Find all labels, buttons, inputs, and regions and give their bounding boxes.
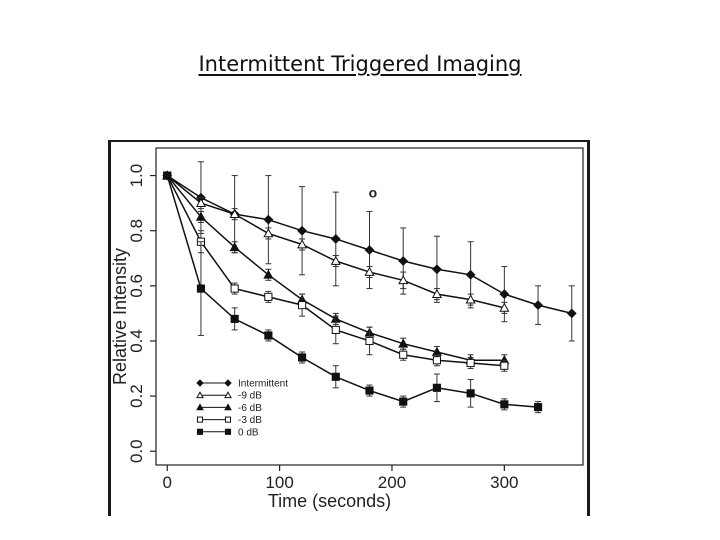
- y-tick-label: 0.6: [127, 274, 146, 298]
- data-point: [298, 301, 307, 310]
- data-point: [500, 361, 509, 370]
- data-point: [499, 289, 510, 300]
- data-point: [230, 284, 239, 293]
- data-point: [399, 350, 408, 359]
- data-point: [229, 242, 240, 252]
- figure-right-border: [587, 140, 590, 516]
- data-point: [230, 314, 239, 323]
- legend-marker: [196, 379, 204, 387]
- data-point: [263, 228, 274, 238]
- figure-left-border: [108, 140, 111, 516]
- legend-marker: [224, 379, 232, 387]
- legend-label: -6 dB: [238, 403, 262, 414]
- data-point: [263, 269, 274, 279]
- y-tick-label: 0.8: [127, 219, 146, 243]
- x-tick-label: 300: [490, 473, 518, 492]
- data-point: [195, 211, 206, 221]
- x-tick-label: 100: [265, 473, 293, 492]
- data-point: [365, 386, 374, 395]
- figure-top-border: [108, 140, 590, 142]
- legend-label: -9 dB: [238, 391, 262, 402]
- data-point: [432, 264, 442, 275]
- data-point: [330, 234, 341, 244]
- x-tick-label: 0: [163, 473, 172, 492]
- y-axis-label: Relative Intensity: [110, 248, 130, 385]
- data-point: [465, 294, 476, 304]
- data-point: [432, 356, 441, 365]
- data-point: [566, 308, 577, 319]
- legend-marker: [196, 403, 204, 411]
- y-tick-label: 1.0: [127, 164, 146, 188]
- data-point: [533, 403, 543, 412]
- annotation: o: [369, 185, 378, 201]
- data-point: [263, 214, 274, 225]
- data-point: [264, 292, 273, 301]
- legend-label: -3 dB: [238, 415, 262, 426]
- data-point: [297, 239, 308, 249]
- legend-marker: [224, 391, 232, 399]
- data-point: [298, 353, 307, 362]
- legend-marker: [196, 416, 204, 423]
- figure-background: [108, 140, 590, 516]
- legend-marker: [196, 391, 204, 399]
- figure: 0 100 200 300 0.0 0.2 0.4 0.6 0.8 1.0 Time (second…: [108, 140, 590, 516]
- data-point: [466, 389, 475, 398]
- data-point: [163, 171, 172, 180]
- data-point: [432, 383, 441, 392]
- slide-title: Intermittent Triggered Imaging: [198, 52, 522, 76]
- data-point: [399, 397, 408, 406]
- data-point: [331, 325, 340, 335]
- data-point: [466, 358, 475, 368]
- data-point: [229, 208, 240, 219]
- y-tick-label: 0.2: [127, 384, 146, 408]
- data-point: [398, 256, 409, 266]
- data-point: [196, 284, 206, 293]
- x-tick-label: 200: [378, 473, 406, 492]
- y-tick-label: 0.0: [127, 439, 146, 463]
- x-axis-label: Time (seconds): [268, 491, 391, 511]
- data-point: [365, 336, 374, 346]
- data-point: [364, 266, 375, 276]
- data-point: [431, 288, 442, 298]
- data-point: [398, 275, 409, 285]
- data-point: [499, 302, 510, 312]
- legend-label: 0 dB: [238, 427, 259, 438]
- data-point: [297, 225, 307, 236]
- data-point: [264, 331, 273, 340]
- legend-marker: [196, 428, 204, 435]
- y-tick-label: 0.4: [127, 329, 146, 353]
- legend-marker: [224, 416, 232, 423]
- data-point: [331, 372, 340, 381]
- data-point: [500, 400, 509, 409]
- data-point: [398, 338, 409, 348]
- series-line: [166, 175, 539, 408]
- data-point: [195, 197, 206, 207]
- data-point: [533, 300, 543, 311]
- data-point: [330, 255, 341, 265]
- legend-marker: [224, 428, 232, 435]
- legend-label: Intermittent: [238, 379, 288, 390]
- plot-frame: [155, 147, 584, 466]
- data-point: [465, 269, 476, 280]
- data-point: [364, 245, 375, 255]
- legend-marker: [224, 403, 232, 411]
